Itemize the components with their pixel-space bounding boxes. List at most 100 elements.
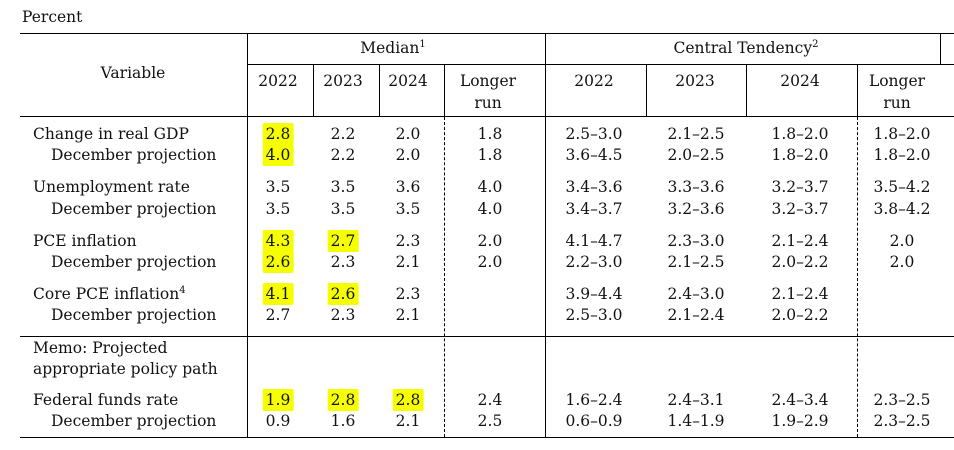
ct-2022: 0.6–0.9 (565, 412, 623, 430)
top-rule (20, 33, 954, 35)
ct-2024: 2.1–2.4 (771, 232, 829, 250)
ct-2023: 3.2–3.6 (667, 200, 725, 218)
ct-2022: 3.6–4.5 (565, 146, 623, 164)
ct-longer-run: 1.8–2.0 (873, 146, 931, 164)
subcol-divider (857, 64, 858, 117)
row-label: December projection (51, 146, 217, 164)
median-2023: 2.3 (330, 253, 356, 271)
median-2022: 2.6 (262, 251, 294, 273)
unit-label: Percent (22, 8, 83, 26)
ct-2023: 2.0–2.5 (667, 146, 725, 164)
row-label: Core PCE inflation4 (33, 284, 186, 303)
ct-longer-run: run (883, 94, 911, 112)
median-2023: 2.2 (330, 125, 356, 143)
ct-2023: 2.4–3.0 (667, 285, 725, 303)
median-2022: 4.3 (262, 230, 294, 252)
median-2022: 0.9 (265, 412, 291, 430)
median-2024: 2.3 (395, 285, 421, 303)
median-2023: 2.8 (327, 389, 359, 411)
median-header: Median1 (360, 38, 426, 57)
median-2022: 4.0 (262, 144, 294, 166)
median-longer-run: 1.8 (477, 146, 503, 164)
ct-2024: 1.8–2.0 (771, 125, 829, 143)
subcol-divider (646, 64, 647, 117)
median-2024: 3.5 (395, 200, 421, 218)
row-label: Federal funds rate (33, 391, 179, 409)
ct-2022: 2.5–3.0 (565, 125, 623, 143)
subcol-divider (746, 64, 747, 117)
median-2022: 2.8 (262, 123, 294, 145)
median-2024: 2.1 (395, 412, 421, 430)
median-year-2024: 2024 (388, 72, 428, 90)
median-2024: 2.1 (395, 306, 421, 324)
ct-longer-run: 2.3–2.5 (873, 412, 931, 430)
col-divider-median-ct (545, 33, 546, 437)
median-2024: 2.3 (395, 232, 421, 250)
subcol-divider (444, 64, 445, 117)
row-label: PCE inflation (33, 232, 137, 250)
median-2022: 2.7 (265, 306, 291, 324)
median-year-2023: 2023 (323, 72, 363, 90)
median-2023: 1.6 (330, 412, 356, 430)
bottom-rule (20, 437, 954, 439)
median-longer-run: 2.0 (477, 232, 503, 250)
ct-2024: 3.2–3.7 (771, 200, 829, 218)
memo-line: Memo: Projected (33, 339, 168, 357)
median-2024: 2.0 (395, 125, 421, 143)
ct-2024: 2.1–2.4 (771, 285, 829, 303)
median-longer-run: run (474, 94, 502, 112)
memo-line: appropriate policy path (33, 360, 218, 378)
median-2023: 2.3 (330, 306, 356, 324)
central-tendency-header: Central Tendency2 (673, 38, 819, 57)
median-2024: 3.6 (395, 178, 421, 196)
dashed-divider-ct (857, 117, 858, 437)
ct-longer-run: Longer (868, 72, 926, 90)
memo-rule (20, 336, 954, 337)
ct-2024: 1.9–2.9 (771, 412, 829, 430)
median-longer-run: 2.0 (477, 253, 503, 271)
ct-2022: 1.6–2.4 (565, 391, 623, 409)
median-2023: 3.5 (330, 200, 356, 218)
row-label: December projection (51, 253, 217, 271)
median-2022: 4.1 (262, 283, 294, 305)
median-2022: 1.9 (262, 389, 294, 411)
ct-2024: 3.2–3.7 (771, 178, 829, 196)
ct-2024: 2.4–3.4 (771, 391, 829, 409)
dashed-divider-median (444, 117, 445, 437)
median-2024: 2.0 (395, 146, 421, 164)
median-longer-run: 1.8 (477, 125, 503, 143)
median-2023: 2.7 (327, 230, 359, 252)
ct-2022: 3.9–4.4 (565, 285, 623, 303)
median-longer-run: 2.4 (477, 391, 503, 409)
ct-2022: 4.1–4.7 (565, 232, 623, 250)
ct-2022: 3.4–3.6 (565, 178, 623, 196)
ct-longer-run: 3.8–4.2 (873, 200, 931, 218)
ct-2022: 2.5–3.0 (565, 306, 623, 324)
row-label: Change in real GDP (33, 125, 189, 143)
ct-2024: 2.0–2.2 (771, 253, 829, 271)
ct-2023: 3.3–3.6 (667, 178, 725, 196)
ct-longer-run: 2.0 (889, 232, 915, 250)
median-year-2022: 2022 (258, 72, 298, 90)
median-longer-run: 4.0 (477, 178, 503, 196)
ct-2024: 2.0–2.2 (771, 306, 829, 324)
ct-year-2023: 2023 (675, 72, 715, 90)
ct-2023: 2.1–2.5 (667, 125, 725, 143)
ct-2023: 2.1–2.5 (667, 253, 725, 271)
median-2023: 2.6 (327, 283, 359, 305)
ct-year-2024: 2024 (780, 72, 820, 90)
row-label: Unemployment rate (33, 178, 190, 196)
ct-2023: 2.3–3.0 (667, 232, 725, 250)
header-bottom-rule (20, 116, 954, 117)
col-divider-variable (247, 33, 248, 437)
ct-2022: 3.4–3.7 (565, 200, 623, 218)
median-longer-run: 2.5 (477, 412, 503, 430)
subcol-divider (313, 64, 314, 117)
ct-longer-run: 2.0 (889, 253, 915, 271)
median-2022: 3.5 (265, 178, 291, 196)
ct-year-2022: 2022 (574, 72, 614, 90)
ct-2023: 1.4–1.9 (667, 412, 725, 430)
median-2023: 3.5 (330, 178, 356, 196)
ct-2023: 2.1–2.4 (667, 306, 725, 324)
ct-header-rule (546, 64, 954, 65)
